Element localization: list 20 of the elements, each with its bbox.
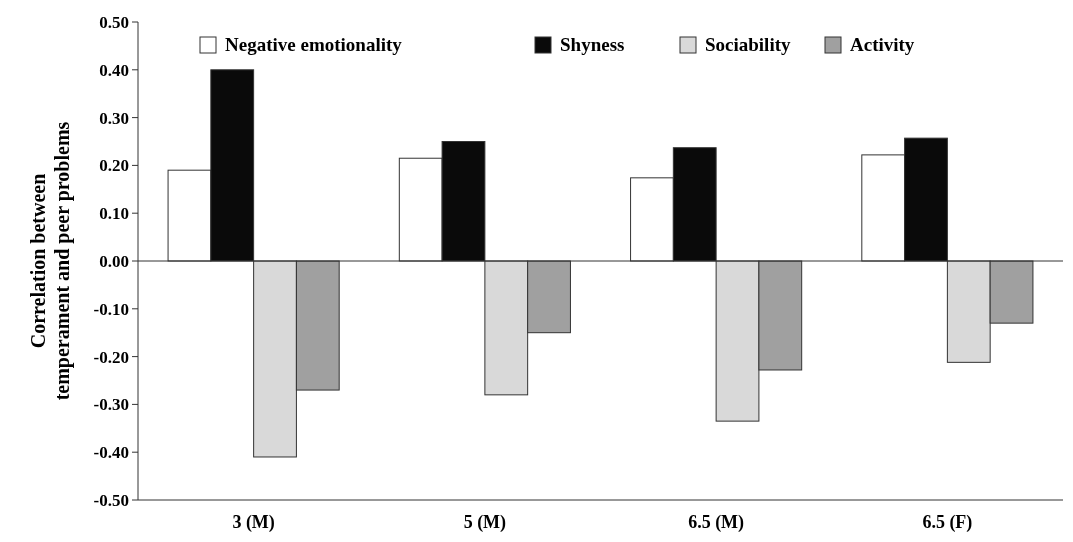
legend-label: Activity: [850, 34, 915, 55]
y-tick-label: 0.00: [99, 251, 129, 271]
x-tick-label: 3 (M): [232, 512, 275, 533]
y-tick-label: 0.20: [99, 156, 129, 176]
x-tick-label: 6.5 (M): [688, 512, 745, 533]
y-tick-label: -0.30: [93, 395, 129, 415]
y-tick-label: 0.40: [99, 60, 129, 80]
y-tick-label: 0.30: [99, 108, 129, 128]
y-tick-label: 0.50: [99, 12, 129, 32]
y-tick-label: -0.20: [93, 347, 129, 367]
y-axis-title: Correlation between temperament and peer problems: [27, 121, 74, 401]
y-tick-label: -0.10: [93, 299, 129, 319]
y-tick-label: -0.40: [93, 443, 129, 463]
legend-label: Shyness: [560, 34, 625, 55]
legend-label: Sociability: [705, 34, 792, 55]
legend-label: Negative emotionality: [225, 34, 403, 55]
x-tick-label: 6.5 (F): [922, 512, 973, 533]
x-tick-label: 5 (M): [463, 512, 507, 533]
y-tick-label: 0.10: [99, 204, 129, 224]
y-tick-label: -0.50: [93, 490, 129, 510]
